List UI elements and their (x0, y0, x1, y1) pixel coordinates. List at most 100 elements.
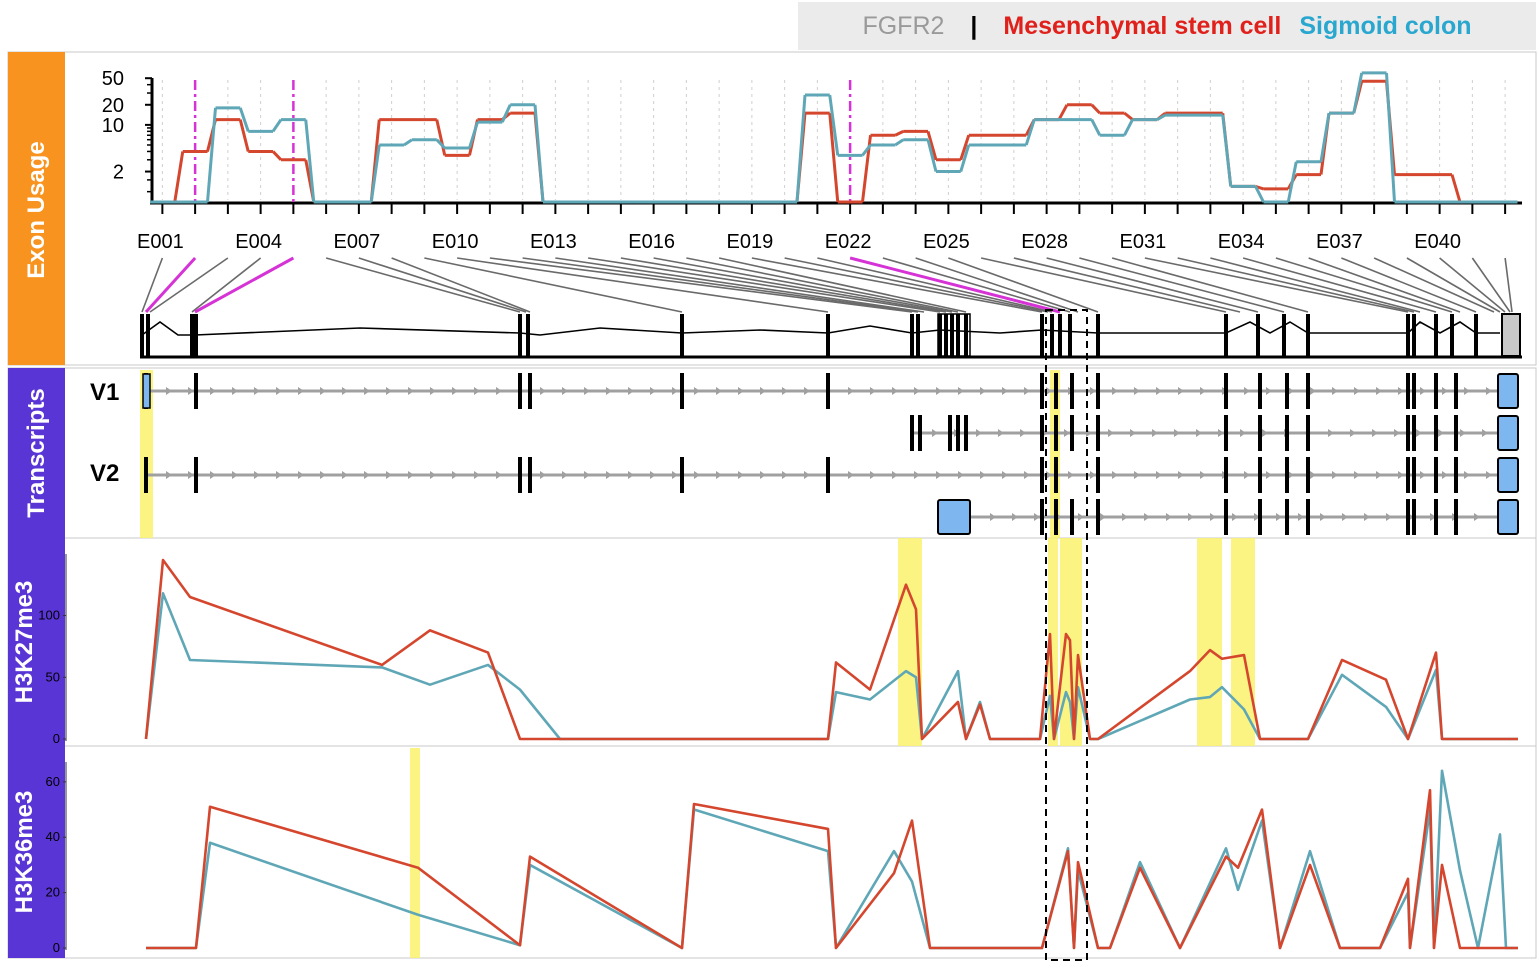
strand-arrow (1298, 513, 1304, 521)
strand-arrow (1196, 429, 1202, 437)
transcript-exon (1306, 457, 1310, 493)
strand-arrow (342, 387, 348, 395)
gene-exon (680, 314, 684, 356)
strand-arrow (320, 471, 326, 479)
strand-arrow (1438, 429, 1444, 437)
strand-arrow (1332, 471, 1338, 479)
x-tick-label: E040 (1414, 231, 1461, 253)
transcript-exon (1412, 373, 1416, 409)
exon-usage-band (8, 52, 65, 365)
transcript-exon (948, 415, 952, 451)
x-tick-label: E007 (334, 231, 381, 253)
transcript-exon (1070, 373, 1074, 409)
connector-line (1177, 257, 1415, 313)
strand-arrow (1218, 429, 1224, 437)
transcript-exon (1040, 415, 1044, 451)
strand-arrow (848, 387, 854, 395)
transcript-exon (680, 457, 684, 493)
strand-arrow (1376, 387, 1382, 395)
strand-arrow (408, 387, 414, 395)
strand-arrow (1134, 387, 1140, 395)
exon-usage-label: Exon Usage (23, 141, 50, 278)
connector-line (849, 256, 1061, 314)
transcript-exon (910, 415, 914, 451)
transcript-exon (680, 373, 684, 409)
transcript-exon (1285, 457, 1289, 493)
transcript-exon (1454, 457, 1458, 493)
strand-arrow (1166, 513, 1172, 521)
transcript-utr (1497, 499, 1519, 535)
strand-arrow (1288, 471, 1294, 479)
transcript-exon (1412, 415, 1416, 451)
strand-arrow (210, 387, 216, 395)
highlight-band (140, 370, 153, 538)
strand-arrow (782, 387, 788, 395)
connector-line (194, 256, 295, 314)
strand-arrow (276, 471, 282, 479)
transcript-exon (1412, 499, 1416, 535)
strand-arrow (1024, 387, 1030, 395)
strand-arrow (1200, 387, 1206, 395)
transcript-track (142, 373, 1519, 535)
strand-arrow (804, 387, 810, 395)
strand-arrow (1288, 387, 1294, 395)
strand-arrow (166, 471, 172, 479)
strand-arrow (1464, 387, 1470, 395)
strand-arrow (1046, 471, 1052, 479)
strand-arrow (980, 471, 986, 479)
highlight-band (410, 748, 420, 958)
transcript-exon (956, 415, 960, 451)
transcript-exon (1412, 457, 1416, 493)
gene-exon (916, 314, 920, 356)
gene-exon (140, 314, 144, 356)
transcript-exon (1306, 499, 1310, 535)
connector-line (620, 257, 947, 313)
strand-arrow (1108, 429, 1114, 437)
strand-arrow (650, 387, 656, 395)
strand-arrow (672, 387, 678, 395)
transcript-exon (918, 415, 922, 451)
transcript-exon (1406, 499, 1410, 535)
strand-arrow (1386, 513, 1392, 521)
transcript-exon (1434, 373, 1438, 409)
connector-line (555, 257, 925, 313)
transcripts-frame (7, 367, 1537, 539)
strand-arrow (452, 387, 458, 395)
strand-arrow (1134, 471, 1140, 479)
strand-arrow (1244, 471, 1250, 479)
transcript-exon (1096, 457, 1100, 493)
strand-arrow (976, 429, 982, 437)
strand-arrow (342, 471, 348, 479)
strand-arrow (474, 471, 480, 479)
gene-exon (938, 314, 942, 356)
strand-arrow (1020, 429, 1026, 437)
transcript-exon (1306, 373, 1310, 409)
strand-arrow (1442, 471, 1448, 479)
connector-line (1079, 257, 1285, 313)
strand-arrow (1034, 513, 1040, 521)
gene-exon (1412, 314, 1416, 356)
highlight-band (1050, 370, 1060, 538)
strand-arrow (914, 471, 920, 479)
connector-line (784, 257, 1049, 313)
gene-exon (194, 314, 198, 356)
h3k27-plot: 0 50 100 (38, 554, 1518, 746)
strand-arrow (496, 387, 502, 395)
x-tick-label: E034 (1218, 231, 1265, 253)
connector-line (588, 257, 941, 313)
strand-arrow (188, 471, 194, 479)
h3k36-label: H3K36me3 (11, 791, 38, 914)
strand-arrow (1002, 471, 1008, 479)
transcript-exon (964, 415, 968, 451)
strand-arrow (606, 387, 612, 395)
strand-arrow (1354, 471, 1360, 479)
gene-exon (1224, 314, 1228, 356)
strand-arrow (1310, 387, 1316, 395)
strand-arrow (848, 471, 854, 479)
connector-line (686, 257, 959, 313)
strand-arrow (232, 387, 238, 395)
gene-exon (1450, 314, 1454, 356)
transcript-utr (937, 499, 971, 535)
transcript-label-v1: V1 (90, 379, 119, 406)
